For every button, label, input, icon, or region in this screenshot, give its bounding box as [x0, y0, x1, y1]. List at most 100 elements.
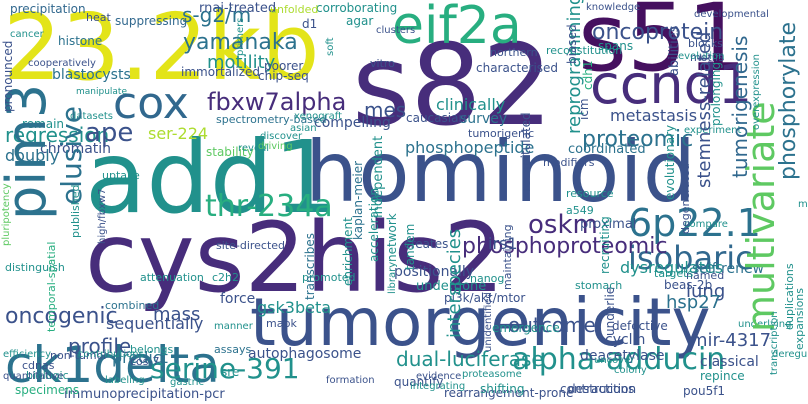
cloud-word: fbxw7alpha	[207, 88, 347, 116]
cloud-word: eif2a	[392, 0, 522, 56]
cloud-word: ck1delta	[5, 336, 220, 394]
cloud-word: site-directed	[216, 239, 286, 252]
cloud-word: vitro	[370, 57, 395, 70]
cloud-word: mir-4317	[690, 330, 772, 351]
cloud-word: contributions	[78, 349, 144, 360]
cloud-word: chip-seq	[258, 69, 309, 83]
cloud-word: integrating	[410, 381, 466, 392]
cloud-word: manipulate	[76, 87, 127, 97]
cloud-word: irs1	[488, 234, 518, 253]
cloud-word: driving	[258, 141, 293, 152]
cloud-word: soft	[325, 37, 336, 56]
cloud-word: gsk3beta	[257, 298, 332, 317]
cloud-word: named	[686, 269, 725, 282]
cloud-word: independent	[371, 135, 386, 218]
cloud-word: knowledge	[586, 2, 641, 13]
cloud-word: cdnas	[22, 359, 55, 372]
cloud-word: network	[385, 213, 399, 262]
cloud-word: ape	[85, 118, 134, 148]
cloud-word: yamanaka	[183, 30, 298, 55]
cloud-word: proximal	[580, 217, 637, 232]
cloud-word: profile	[68, 334, 132, 358]
cloud-word: s-g2/m	[182, 3, 252, 27]
cloud-word: nanog	[470, 272, 505, 285]
cloud-word: cox	[113, 78, 189, 129]
cloud-word: caucasian	[406, 111, 467, 125]
cloud-word: stability	[206, 145, 254, 159]
cloud-word: kaplan-meier	[351, 160, 365, 240]
cloud-word: immortalized	[181, 65, 261, 79]
cloud-word: phosphorylate	[776, 21, 801, 180]
cloud-word: colony	[614, 365, 647, 376]
cloud-word: cys2his2	[85, 202, 505, 314]
cloud-word: ser-224	[148, 124, 209, 143]
cloud-word: 6p22.1	[628, 201, 761, 245]
cloud-word: sre	[221, 365, 240, 379]
cloud-word: deacetylase	[580, 348, 665, 364]
cloud-word: gastric	[170, 377, 204, 388]
cloud-word: asian	[290, 123, 317, 134]
cloud-word: tandem	[403, 223, 417, 270]
cloud-word: promoted	[302, 271, 356, 284]
cloud-word: defective	[612, 319, 668, 333]
cloud-word: blastocysts	[52, 67, 131, 83]
cloud-word: pronounced	[1, 40, 15, 112]
cloud-word: a549	[566, 204, 594, 217]
cloud-word: primers	[235, 17, 246, 56]
cloud-word: uncover	[594, 355, 635, 366]
cloud-word: quantify	[394, 375, 444, 389]
cloud-word: shifting	[480, 382, 525, 396]
cloud-word: regression	[5, 123, 110, 147]
cloud-word: contractions	[560, 382, 635, 396]
cloud-word: formation	[326, 375, 375, 386]
cloud-word: beas-2b	[664, 278, 713, 292]
cloud-word: maintaining	[501, 224, 514, 290]
cloud-word: proteomic	[582, 127, 694, 152]
cloud-word: quantitative	[3, 371, 64, 382]
cloud-word: predict	[112, 348, 168, 367]
cloud-word: efficiency	[3, 349, 52, 360]
cloud-word: biologic	[26, 369, 69, 382]
cloud-word: self-renew	[692, 261, 765, 277]
cloud-word: c2h2	[212, 271, 240, 284]
cloud-word: tumorigenesis	[728, 35, 752, 178]
cloud-word: combined	[105, 299, 160, 312]
cloud-word: manner	[214, 321, 253, 332]
cloud-word: biased	[565, 24, 579, 64]
cloud-word: abilities	[667, 25, 682, 76]
cloud-word: add1	[85, 119, 337, 236]
cloud-word: underlying	[738, 319, 792, 330]
cloud-word: attenuation	[140, 271, 204, 284]
cloud-word: compare	[684, 219, 728, 230]
cloud-word: duplications	[783, 263, 796, 330]
cloud-word: library	[387, 261, 398, 294]
cloud-word: mass	[153, 304, 201, 325]
cloud-word: hsp27	[666, 292, 722, 313]
cloud-word: pou5f1	[683, 384, 726, 398]
cloud-word: motility	[207, 52, 276, 73]
cloud-word: blocks	[688, 37, 723, 50]
cloud-word: tumorgenicity	[250, 284, 711, 361]
cloud-word: s51	[578, 0, 747, 93]
cloud-word: histone	[58, 34, 103, 48]
cloud-word: labeling	[105, 375, 145, 386]
cloud-word: recapitulated	[519, 112, 533, 192]
cloud-word: cdh1	[581, 60, 595, 90]
cloud-word: experiment	[684, 125, 742, 136]
cloud-word: modifiers	[543, 156, 595, 169]
cloud-word: interspecies	[444, 228, 465, 338]
cloud-word: xenograft	[294, 111, 343, 122]
cloud-word: degenerated	[679, 163, 692, 234]
cloud-word: isobaric	[628, 239, 753, 277]
cloud-word: creates	[404, 237, 449, 251]
cloud-word: heat	[86, 11, 111, 24]
cloud-word: motifs	[690, 51, 725, 64]
cloud-word: thr-234a	[205, 189, 333, 224]
cloud-word: rearrangement-prone	[444, 386, 574, 400]
cloud-word: northern	[490, 46, 538, 59]
cloud-word: immunoprecipitation-pcr	[64, 387, 225, 402]
cloud-word: overexpression	[751, 53, 762, 130]
cloud-word: repince	[700, 369, 745, 383]
cloud-word: unfolded	[270, 3, 319, 16]
cloud-word: evolution	[678, 51, 725, 62]
